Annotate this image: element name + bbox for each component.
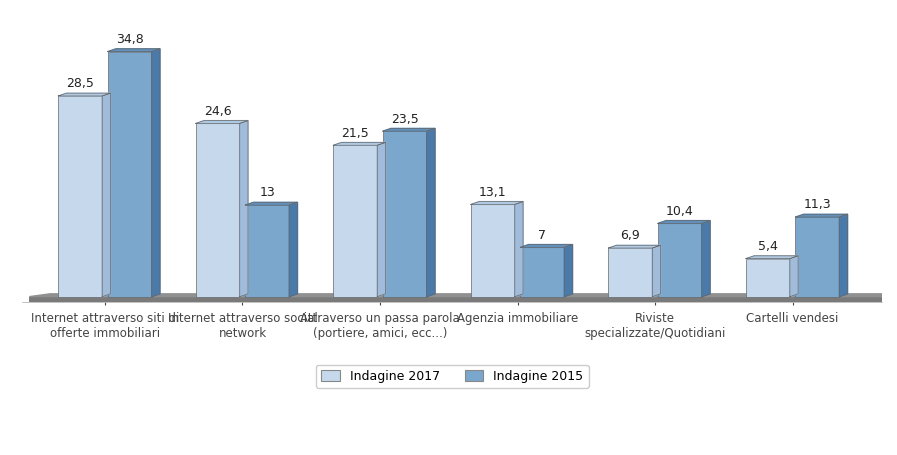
Polygon shape	[108, 49, 160, 51]
Polygon shape	[520, 244, 572, 248]
Polygon shape	[427, 128, 435, 297]
Polygon shape	[652, 245, 660, 297]
Text: 11,3: 11,3	[804, 198, 832, 212]
Legend: Indagine 2017, Indagine 2015: Indagine 2017, Indagine 2015	[316, 365, 588, 388]
Polygon shape	[790, 256, 798, 297]
Polygon shape	[334, 142, 386, 145]
Text: 34,8: 34,8	[116, 33, 144, 46]
Text: 5,4: 5,4	[758, 240, 778, 253]
Bar	[245, 205, 289, 297]
Bar	[30, 297, 889, 302]
Polygon shape	[196, 121, 248, 123]
Polygon shape	[58, 93, 110, 96]
Bar	[745, 258, 790, 297]
Polygon shape	[245, 202, 298, 205]
Polygon shape	[378, 142, 386, 297]
Text: 7: 7	[538, 229, 546, 242]
Bar	[383, 131, 427, 297]
Polygon shape	[564, 244, 572, 297]
Text: 13: 13	[259, 187, 275, 199]
Text: 10,4: 10,4	[666, 205, 693, 218]
Text: 28,5: 28,5	[66, 77, 94, 91]
Bar	[196, 123, 239, 297]
Bar	[520, 248, 564, 297]
Polygon shape	[102, 93, 110, 297]
Text: 21,5: 21,5	[342, 126, 370, 140]
Bar	[108, 51, 152, 297]
Text: 24,6: 24,6	[204, 105, 231, 118]
Bar	[334, 145, 378, 297]
Text: 6,9: 6,9	[621, 229, 640, 243]
Polygon shape	[796, 214, 848, 217]
Polygon shape	[289, 202, 298, 297]
Polygon shape	[840, 214, 848, 297]
Bar	[58, 96, 102, 297]
Text: 23,5: 23,5	[391, 112, 419, 126]
Polygon shape	[471, 202, 523, 204]
Polygon shape	[30, 294, 897, 297]
Bar	[658, 223, 701, 297]
Polygon shape	[515, 202, 523, 297]
Text: 13,1: 13,1	[479, 186, 507, 199]
Bar	[796, 217, 840, 297]
Bar	[471, 204, 515, 297]
Polygon shape	[701, 221, 710, 297]
Polygon shape	[383, 128, 435, 131]
Polygon shape	[745, 256, 798, 258]
Bar	[608, 248, 652, 297]
Polygon shape	[608, 245, 660, 248]
Polygon shape	[658, 221, 710, 223]
Polygon shape	[152, 49, 160, 297]
Polygon shape	[239, 121, 248, 297]
